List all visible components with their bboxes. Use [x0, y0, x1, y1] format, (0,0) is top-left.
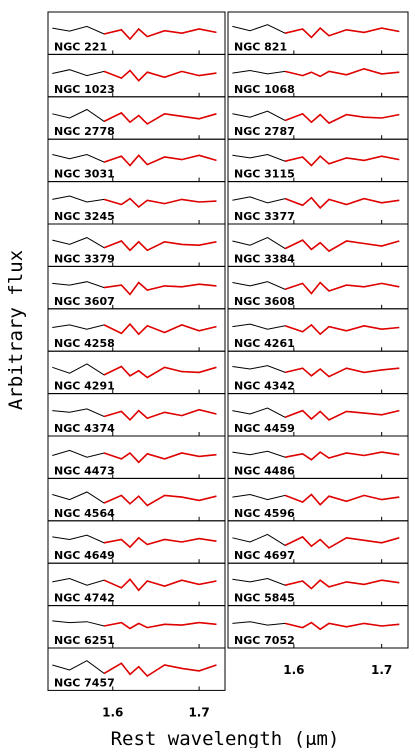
spectrum-line	[284, 239, 400, 253]
x-tick-label: 1.7	[188, 705, 209, 719]
spectrum-line	[103, 69, 217, 82]
spectrum-line	[284, 535, 400, 549]
spectrum-line	[284, 281, 400, 295]
x-axis-label: Rest wavelength (μm)	[111, 728, 340, 748]
spectrum-line	[52, 108, 217, 125]
spectrum-line	[103, 621, 217, 630]
panel-label: NGC 3379	[54, 252, 115, 265]
panel-label: NGC 4697	[234, 549, 295, 562]
spectrum-line	[103, 662, 217, 678]
spectrum-line	[103, 408, 217, 422]
y-axis-label: Arbitrary flux	[5, 250, 27, 410]
panel-label: NGC 3031	[54, 168, 115, 181]
spectrum-line	[284, 67, 400, 78]
spectrum-line	[52, 363, 217, 379]
panel-frame	[227, 605, 409, 649]
panel-label: NGC 5845	[234, 592, 295, 605]
spectrum-line	[284, 26, 400, 39]
spectrum-line	[284, 367, 400, 378]
panel-label: NGC 4258	[54, 337, 115, 350]
panel-label: NGC 4649	[54, 549, 115, 562]
spectrum-line	[284, 451, 400, 461]
panel-label: NGC 821	[234, 40, 287, 53]
spectrum-line	[103, 154, 217, 167]
spectrum-line	[103, 365, 217, 379]
spectrum-line	[52, 660, 217, 677]
spectrum-line	[52, 25, 217, 40]
spectrum-line	[284, 409, 400, 421]
x-tick-label: 1.7	[371, 663, 392, 677]
spectrum-line	[284, 621, 400, 631]
panel-label: NGC 3377	[234, 210, 295, 223]
spectrum-line	[284, 323, 400, 336]
panel-label: NGC 4486	[234, 464, 295, 477]
spectrum-line	[103, 451, 217, 464]
panel-label: NGC 4596	[234, 507, 295, 520]
panel-label: NGC 4291	[54, 380, 115, 393]
spectrum-line	[284, 196, 400, 210]
spectrum-line	[52, 237, 217, 252]
panel-label: NGC 221	[54, 40, 107, 53]
spectrum-line	[103, 27, 217, 41]
panel-label: NGC 7457	[54, 676, 115, 689]
spectrum-line	[103, 281, 217, 296]
spectrum-line	[232, 24, 400, 39]
panel-label: NGC 1023	[54, 83, 115, 96]
panel-label: NGC 4742	[54, 592, 115, 605]
panel-label: NGC 4342	[234, 380, 295, 393]
spectrum-line	[103, 240, 217, 252]
panel-label: NGC 4564	[54, 507, 115, 520]
spectrum-line	[103, 536, 217, 549]
panel-label: NGC 7052	[234, 634, 295, 647]
panel-label: NGC 6251	[54, 634, 115, 647]
panel-frame	[47, 647, 226, 691]
panel-label: NGC 3245	[54, 210, 115, 223]
spectrum-line	[103, 197, 217, 209]
spectrum-line	[103, 322, 217, 336]
spectrum-line	[52, 534, 217, 548]
spectrum-line	[103, 578, 217, 592]
spectrum-line	[284, 579, 400, 590]
spectrum-line	[103, 494, 217, 507]
panel-label: NGC 2787	[234, 125, 295, 138]
panel-label: NGC 1068	[234, 83, 295, 96]
panel-label: NGC 3115	[234, 168, 295, 181]
spectrum-line	[52, 620, 217, 630]
x-tick-label: 1.6	[283, 663, 304, 677]
spectrum-line	[284, 112, 400, 125]
spectrum-line	[284, 155, 400, 167]
panel-label: NGC 4261	[234, 337, 295, 350]
panel-label: NGC 4473	[54, 464, 115, 477]
spectrum-line	[103, 111, 217, 125]
spectrum-line	[284, 493, 400, 506]
panel-label: NGC 3384	[234, 252, 295, 265]
panel-label: NGC 3607	[54, 295, 115, 308]
panel-label: NGC 2778	[54, 125, 115, 138]
panel-label: NGC 4459	[234, 422, 295, 435]
panel-label: NGC 4374	[54, 422, 115, 435]
panel-label: NGC 3608	[234, 295, 295, 308]
spectrum-line	[52, 449, 217, 464]
spectrum-line	[232, 68, 400, 77]
x-tick-label: 1.6	[102, 705, 123, 719]
